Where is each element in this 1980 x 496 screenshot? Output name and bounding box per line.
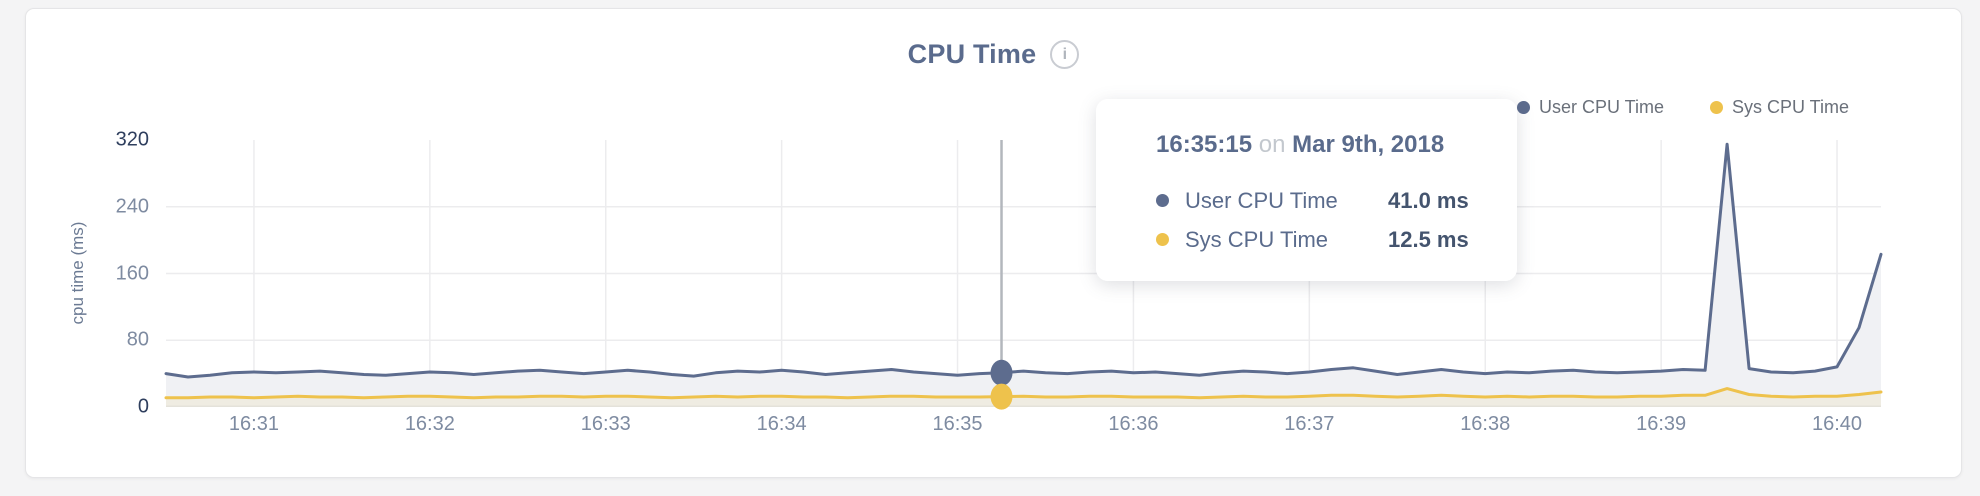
- x-tick-label: 16:37: [1284, 413, 1335, 435]
- x-tick-label: 16:36: [1108, 413, 1159, 435]
- y-tick-label: 160: [115, 262, 149, 284]
- sys-cpu-line: [164, 387, 1883, 400]
- gridlines: [166, 140, 1881, 407]
- tooltip-row-sys-cpu-time: Sys CPU Time 12.5 ms: [1156, 220, 1497, 259]
- x-tick-label: 16:32: [404, 413, 455, 435]
- cpu-time-chart-card: CPU Time i User CPU Time Sys CPU Time cpu…: [25, 8, 1962, 478]
- hover-point-user: [990, 359, 1013, 386]
- legend-item-sys-cpu-time[interactable]: Sys CPU Time: [1709, 97, 1849, 118]
- y-tick-label: 320: [115, 128, 149, 151]
- tooltip-series-label: Sys CPU Time: [1185, 226, 1329, 252]
- sys-cpu-area: [166, 388, 1881, 407]
- x-tick-label: 16:39: [1636, 413, 1687, 435]
- tooltip-row-user-cpu-time: User CPU Time 41.0 ms: [1156, 181, 1497, 220]
- info-icon[interactable]: i: [1050, 40, 1080, 69]
- tooltip-date: Mar 9th, 2018: [1292, 131, 1445, 158]
- tooltip-series-dot: [1156, 194, 1169, 207]
- tooltip-series-label: User CPU Time: [1185, 187, 1338, 213]
- hover-point-sys: [990, 383, 1013, 410]
- tooltip-series-value: 41.0 ms: [1388, 187, 1469, 213]
- x-tick-label: 16:38: [1460, 413, 1511, 435]
- y-tick-label: 80: [126, 328, 149, 351]
- tooltip-series-dot: [1156, 233, 1169, 246]
- legend-dot: [1516, 101, 1530, 114]
- tooltip-series-value: 12.5 ms: [1388, 226, 1469, 252]
- legend-item-user-cpu-time[interactable]: User CPU Time: [1516, 97, 1664, 118]
- user-cpu-area: [166, 144, 1881, 407]
- x-tick-label: 16:35: [932, 413, 983, 435]
- legend: User CPU Time Sys CPU Time: [1516, 97, 1849, 118]
- x-tick-label: 16:31: [228, 413, 279, 435]
- x-tick-label: 16:40: [1811, 413, 1863, 435]
- tooltip-time: 16:35:15: [1156, 131, 1253, 158]
- legend-dot: [1709, 101, 1723, 114]
- chart-title: CPU Time: [907, 39, 1037, 69]
- plot-area[interactable]: [164, 140, 1883, 410]
- user-cpu-line: [164, 142, 1883, 379]
- tooltip-conjunction: on: [1258, 131, 1286, 158]
- x-tick-label: 16:34: [756, 413, 807, 435]
- x-tick-label: 16:33: [580, 413, 631, 435]
- y-tick-label: 240: [115, 195, 149, 218]
- tooltip: 16:35:15 on Mar 9th, 2018 User CPU Time 4…: [1096, 99, 1517, 281]
- y-tick-label: 0: [137, 395, 149, 418]
- tooltip-rows: User CPU Time 41.0 ms Sys CPU Time 12.5 ms: [1156, 181, 1497, 259]
- plot-svg: [164, 140, 1883, 410]
- legend-label: Sys CPU Time: [1731, 97, 1849, 117]
- chart-header: CPU Time i: [26, 39, 1961, 70]
- legend-label: User CPU Time: [1538, 97, 1664, 117]
- tooltip-header: 16:35:15 on Mar 9th, 2018: [1156, 131, 1444, 159]
